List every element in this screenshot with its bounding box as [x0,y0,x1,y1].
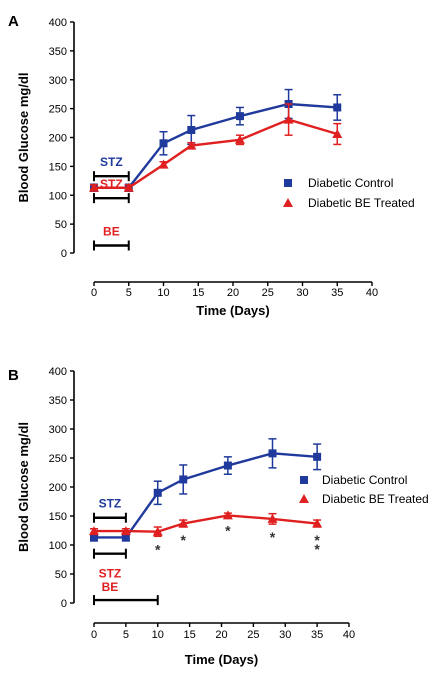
data-point [89,182,99,192]
y-tick-label: 100 [49,540,67,552]
y-tick-label: 50 [55,219,67,231]
data-point [283,114,294,124]
x-tick-label: 20 [227,287,239,299]
series-diabetic-control [90,438,322,542]
data-point [186,140,197,150]
x-tick-label: 35 [331,287,343,299]
x-tick-label: 20 [215,629,227,641]
treatment-bar-label: STZ [99,567,122,581]
x-tick-label: 30 [279,629,291,641]
y-tick-label: 300 [49,424,67,436]
panel-a: A 0 50 100 150 200 250 300 350 400 0 5 10 15 20 25 30 35 4… [8,13,415,318]
x-tick-label: 25 [247,629,259,641]
y-tick-label: 300 [49,75,67,87]
legend-marker [300,476,308,484]
y-tick-label: 400 [49,17,67,29]
panel-letter: A [8,13,19,30]
data-point [153,488,162,497]
legend-marker [299,494,309,503]
data-point [312,518,323,528]
data-point [332,129,343,139]
significance-marker: * [314,532,320,548]
significance-marker: * [155,541,161,557]
data-point [158,159,169,169]
data-point [120,526,131,536]
series-line [94,118,338,189]
x-tick-label: 25 [262,287,274,299]
series-line [94,452,318,539]
data-point [268,449,277,458]
treatment-bar-label: BE [103,224,120,238]
x-tick-label: 5 [126,287,132,299]
y-tick-label: 150 [49,511,67,523]
data-point [223,461,232,470]
treatment-bar-label: STZ [99,497,122,511]
data-point [267,513,278,523]
data-point [234,134,245,144]
data-point [90,533,98,542]
x-tick-label: 10 [152,629,164,641]
data-point [159,139,168,148]
y-tick-label: 250 [49,453,67,465]
y-axis-title: Blood Glucose mg/dl [16,72,31,202]
x-tick-label: 40 [366,287,378,299]
legend-marker [284,179,292,187]
x-tick-label: 30 [296,287,308,299]
data-point [121,533,130,542]
legend-label: Diabetic BE Treated [322,492,429,506]
legend-label: Diabetic BE Treated [308,196,415,210]
data-point [222,510,233,520]
y-tick-label: 100 [49,190,67,202]
data-point [123,182,134,192]
x-axis-title: Time (Days) [196,303,269,318]
y-tick-label: 150 [49,161,67,173]
y-tick-label: 50 [55,569,67,581]
y-tick-label: 350 [49,46,67,58]
y-tick-label: 200 [49,133,67,145]
treatment-bar-label: STZ [100,177,123,191]
legend-marker [283,198,293,207]
series-diabetic-be-treated [89,103,343,192]
y-tick-label: 250 [49,104,67,116]
treatment-bar-label: STZ [100,155,123,169]
y-tick-label: 0 [61,598,67,610]
x-axis-title: Time (Days) [185,652,258,667]
x-tick-label: 15 [192,287,204,299]
data-point [333,103,342,112]
y-tick-label: 200 [49,482,67,494]
significance-marker: * [270,529,276,545]
x-tick-label: 10 [157,287,169,299]
legend-label: Diabetic Control [322,473,407,487]
x-tick-label: 0 [91,629,97,641]
data-point [235,112,244,121]
panel-b: B 0 50 100 150 200 250 300 350 400 0 5 10 15 20 25 30 35 4… [8,366,429,667]
data-point [89,526,99,536]
y-tick-label: 350 [49,395,67,407]
data-point [187,125,196,134]
x-tick-label: 0 [91,287,97,299]
series-diabetic-be-treated [89,510,323,538]
treatment-bar-label: BE [102,580,119,594]
significance-marker: * [314,541,320,557]
data-point [179,475,188,484]
x-tick-label: 5 [123,629,129,641]
series-line [94,102,338,189]
data-point [178,518,189,528]
panel-letter: B [8,367,19,384]
y-axis-title: Blood Glucose mg/dl [16,422,31,552]
y-tick-label: 0 [61,248,67,260]
significance-marker: * [225,523,231,539]
y-tick-label: 400 [49,366,67,378]
x-tick-label: 15 [184,629,196,641]
x-tick-label: 35 [311,629,323,641]
significance-marker: * [181,532,187,548]
data-point [152,526,163,536]
data-point [313,452,322,461]
legend-label: Diabetic Control [308,176,393,190]
x-tick-label: 40 [343,629,355,641]
